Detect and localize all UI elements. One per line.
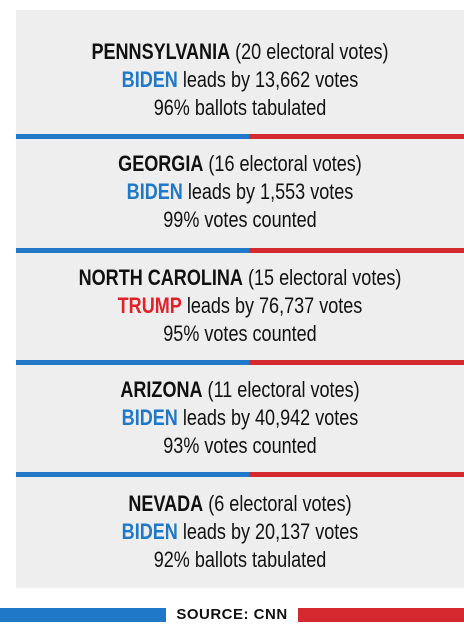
leading-candidate: BIDEN (121, 519, 178, 544)
divider (16, 472, 464, 477)
state-block-georgia: GEORGIA (16 electoral votes) BIDEN leads… (16, 150, 464, 234)
lead-margin: leads by 20,137 votes (182, 519, 359, 544)
count-status: 95% votes counted (163, 321, 317, 346)
lead-margin: leads by 13,662 votes (182, 67, 359, 92)
lead-margin: leads by 76,737 votes (186, 293, 363, 318)
state-block-nevada: NEVADA (6 electoral votes) BIDEN leads b… (16, 490, 464, 574)
state-name: GEORGIA (118, 151, 204, 176)
leading-candidate: BIDEN (126, 179, 183, 204)
electoral-votes: (11 electoral votes) (207, 377, 360, 402)
footer: SOURCE: CNN (0, 606, 464, 623)
electoral-votes: (6 electoral votes) (208, 491, 352, 516)
electoral-votes: (16 electoral votes) (208, 151, 362, 176)
divider (16, 360, 464, 365)
divider (16, 134, 464, 139)
results-panel: PENNSYLVANIA (20 electoral votes) BIDEN … (16, 10, 464, 588)
count-status: 93% votes counted (163, 433, 317, 458)
footer-blue-bar (0, 608, 166, 622)
count-status: 92% ballots tabulated (153, 547, 327, 572)
state-block-north-carolina: NORTH CAROLINA (15 electoral votes) TRUM… (16, 264, 464, 348)
count-status: 99% votes counted (163, 207, 317, 232)
lead-margin: leads by 1,553 votes (187, 179, 354, 204)
count-status: 96% ballots tabulated (153, 95, 327, 120)
footer-red-bar (298, 608, 464, 622)
state-name: NEVADA (128, 491, 204, 516)
lead-margin: leads by 40,942 votes (182, 405, 359, 430)
electoral-votes: (15 electoral votes) (247, 265, 402, 290)
source-credit: SOURCE: CNN (176, 606, 288, 623)
electoral-votes: (20 electoral votes) (235, 39, 389, 64)
divider (16, 248, 464, 253)
state-block-pennsylvania: PENNSYLVANIA (20 electoral votes) BIDEN … (16, 38, 464, 122)
state-block-arizona: ARIZONA (11 electoral votes) BIDEN leads… (16, 376, 464, 460)
state-name: ARIZONA (120, 377, 203, 402)
state-name: NORTH CAROLINA (78, 265, 243, 290)
leading-candidate: TRUMP (117, 293, 182, 318)
leading-candidate: BIDEN (121, 67, 178, 92)
state-name: PENNSYLVANIA (91, 39, 231, 64)
leading-candidate: BIDEN (121, 405, 178, 430)
